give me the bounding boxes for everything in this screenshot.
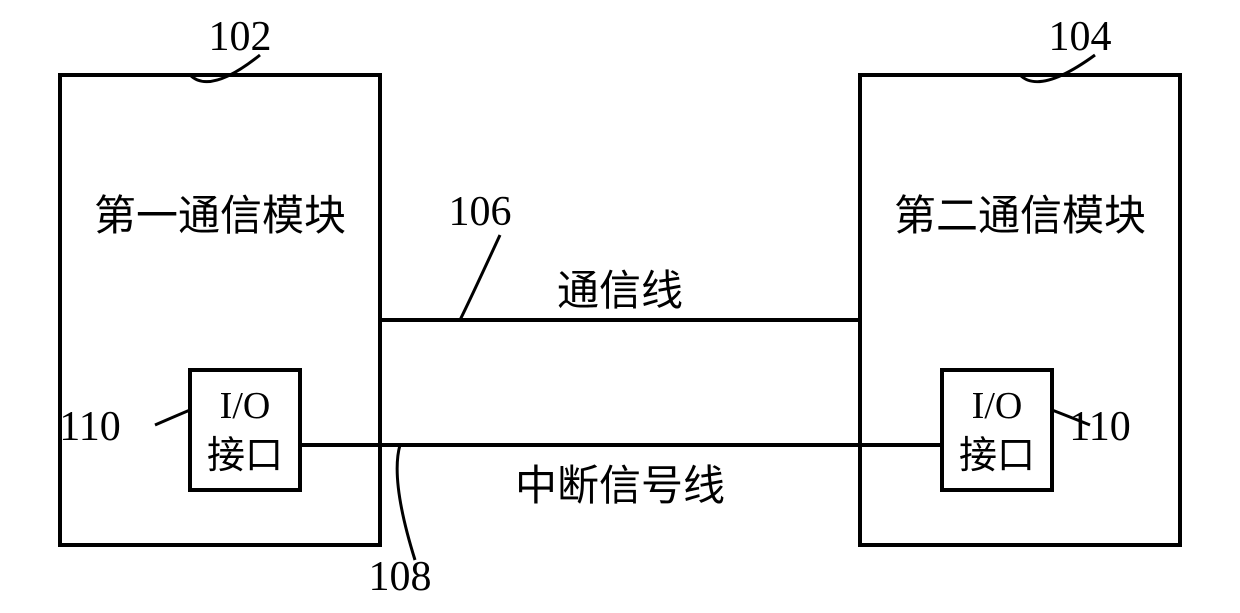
io-left-line1: I/O	[220, 385, 271, 427]
comm-line-label: 通信线	[557, 269, 683, 315]
io-right-line1: I/O	[972, 385, 1023, 427]
leader-110-left	[155, 410, 190, 425]
ref-106: 106	[449, 189, 512, 235]
interrupt-line-label: 中断信号线	[515, 464, 725, 510]
block-diagram: 第一通信模块 第二通信模块 通信线 中断信号线 I/O 接口 I/O 接口 10…	[0, 0, 1240, 613]
io-left-line2: 接口	[207, 435, 283, 477]
ref-110-left: 110	[59, 404, 120, 450]
ref-104: 104	[1049, 14, 1112, 60]
leader-108	[397, 445, 415, 560]
ref-108: 108	[369, 554, 432, 600]
right-module-label: 第二通信模块	[894, 194, 1146, 240]
leader-106	[460, 235, 500, 320]
ref-110-right: 110	[1069, 404, 1130, 450]
left-module-label: 第一通信模块	[94, 194, 346, 240]
ref-102: 102	[209, 14, 272, 60]
io-right-line2: 接口	[959, 435, 1035, 477]
